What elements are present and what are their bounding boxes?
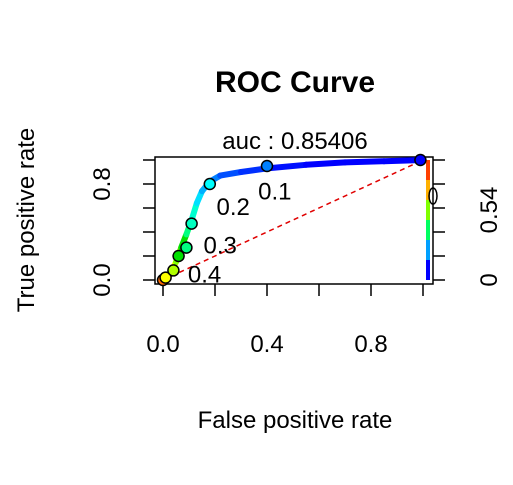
x-tick-label: 0.0 xyxy=(146,331,179,358)
x-tick-label: 0.8 xyxy=(354,331,387,358)
threshold-label: 0.4 xyxy=(188,261,221,288)
roc-curve-segment xyxy=(217,169,244,179)
cutoff-point xyxy=(185,217,198,230)
edge-point xyxy=(428,187,438,205)
x-axis-label: False positive rate xyxy=(198,407,393,434)
y-axis-label: True positive rate xyxy=(13,128,40,313)
chart-title: ROC Curve xyxy=(215,66,375,99)
cutoff-point xyxy=(203,177,217,191)
y-tick-label: 0.8 xyxy=(89,167,116,200)
roc-curve-segment xyxy=(342,158,387,166)
cutoff-point xyxy=(180,241,193,254)
cutoff-point xyxy=(159,271,172,284)
threshold-label: 0.1 xyxy=(258,179,291,206)
auc-subtitle: auc : 0.85406 xyxy=(222,128,367,155)
plot-frame xyxy=(154,156,434,285)
cutoff-point xyxy=(172,249,185,263)
colorkey-tick-label: 0 xyxy=(476,273,503,286)
threshold-label: 0.2 xyxy=(217,194,250,221)
colorkey-tick-label: 0.54 xyxy=(476,187,503,234)
x-tick-label: 0.4 xyxy=(250,331,283,358)
threshold-label: 0.3 xyxy=(204,233,237,260)
y-tick-label: 0.0 xyxy=(89,263,116,296)
cutoff-point xyxy=(167,264,180,277)
roc-curve-segment xyxy=(303,159,348,168)
plot-area: 0.0 0.4 0.80.00.800.540.10.20.30.4 xyxy=(89,153,503,358)
diagonal-reference-line xyxy=(162,159,424,281)
cutoff-point xyxy=(260,159,274,173)
roc-curve-segment xyxy=(264,161,309,172)
cutoff-point xyxy=(414,153,427,167)
